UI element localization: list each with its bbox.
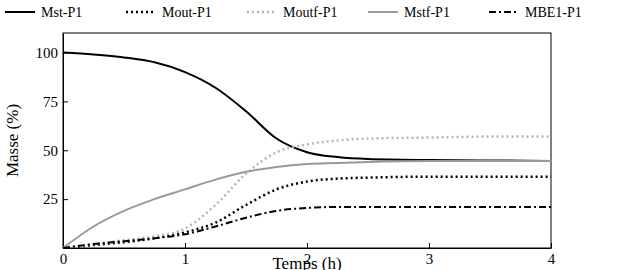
tick: 25 (43, 191, 68, 207)
tick-mark (63, 199, 68, 200)
tick: 4 (548, 243, 556, 267)
tick-label: 0 (60, 251, 68, 267)
tick-mark (63, 101, 68, 102)
legend-entry: Mout-P1 (126, 5, 212, 20)
series-line (63, 207, 551, 248)
legend-label: Moutf-P1 (283, 5, 337, 20)
legend-swatch (247, 11, 277, 14)
tick: 50 (43, 143, 68, 159)
tick: 3 (426, 243, 434, 267)
legend-label: Mstf-P1 (404, 5, 450, 20)
legend-swatch (126, 11, 156, 14)
legend-label: Mout-P1 (162, 5, 212, 20)
y-axis-title: Masse (%) (3, 104, 22, 177)
tick-mark (429, 243, 430, 248)
axis-line (64, 248, 552, 249)
plot-frame (63, 33, 551, 248)
axis-line (63, 34, 64, 249)
tick: 75 (43, 94, 68, 110)
tick-label: 75 (43, 94, 58, 110)
legend-entry: Moutf-P1 (247, 5, 337, 20)
legend-label: Mst-P1 (41, 5, 82, 20)
tick-mark (63, 150, 68, 151)
tick-mark (185, 243, 186, 248)
x-axis-title: Temps (h) (272, 254, 341, 270)
legend-swatch (5, 11, 35, 13)
series-line (63, 177, 551, 248)
legend-swatch (368, 11, 398, 13)
tick: 1 (182, 243, 190, 267)
tick-mark (551, 243, 552, 248)
series-line (63, 161, 551, 248)
y-axis: 25 50 75 100 (36, 34, 69, 249)
legend-entry: Mst-P1 (5, 5, 82, 20)
plot: 01234255075100 (36, 33, 556, 267)
chart: 01234255075100Temps (h)Masse (%)Mst-P1Mo… (0, 0, 629, 270)
lines (63, 53, 551, 248)
tick-label: 3 (426, 251, 434, 267)
legend-entry: Mstf-P1 (368, 5, 450, 20)
legend-entry: MBE1-P1 (489, 5, 582, 20)
tick-label: 4 (548, 251, 556, 267)
tick-label: 25 (43, 191, 58, 207)
tick-label: 100 (36, 45, 59, 61)
tick-label: 50 (43, 143, 58, 159)
legend-label: MBE1-P1 (525, 5, 582, 20)
tick-label: 1 (182, 251, 190, 267)
series-line (63, 137, 551, 248)
legend-swatch (489, 11, 519, 13)
legend: Mst-P1 Mout-P1 Moutf-P1 Mstf-P1 MBE1-P1 (5, 5, 582, 20)
tick-mark (307, 243, 308, 248)
